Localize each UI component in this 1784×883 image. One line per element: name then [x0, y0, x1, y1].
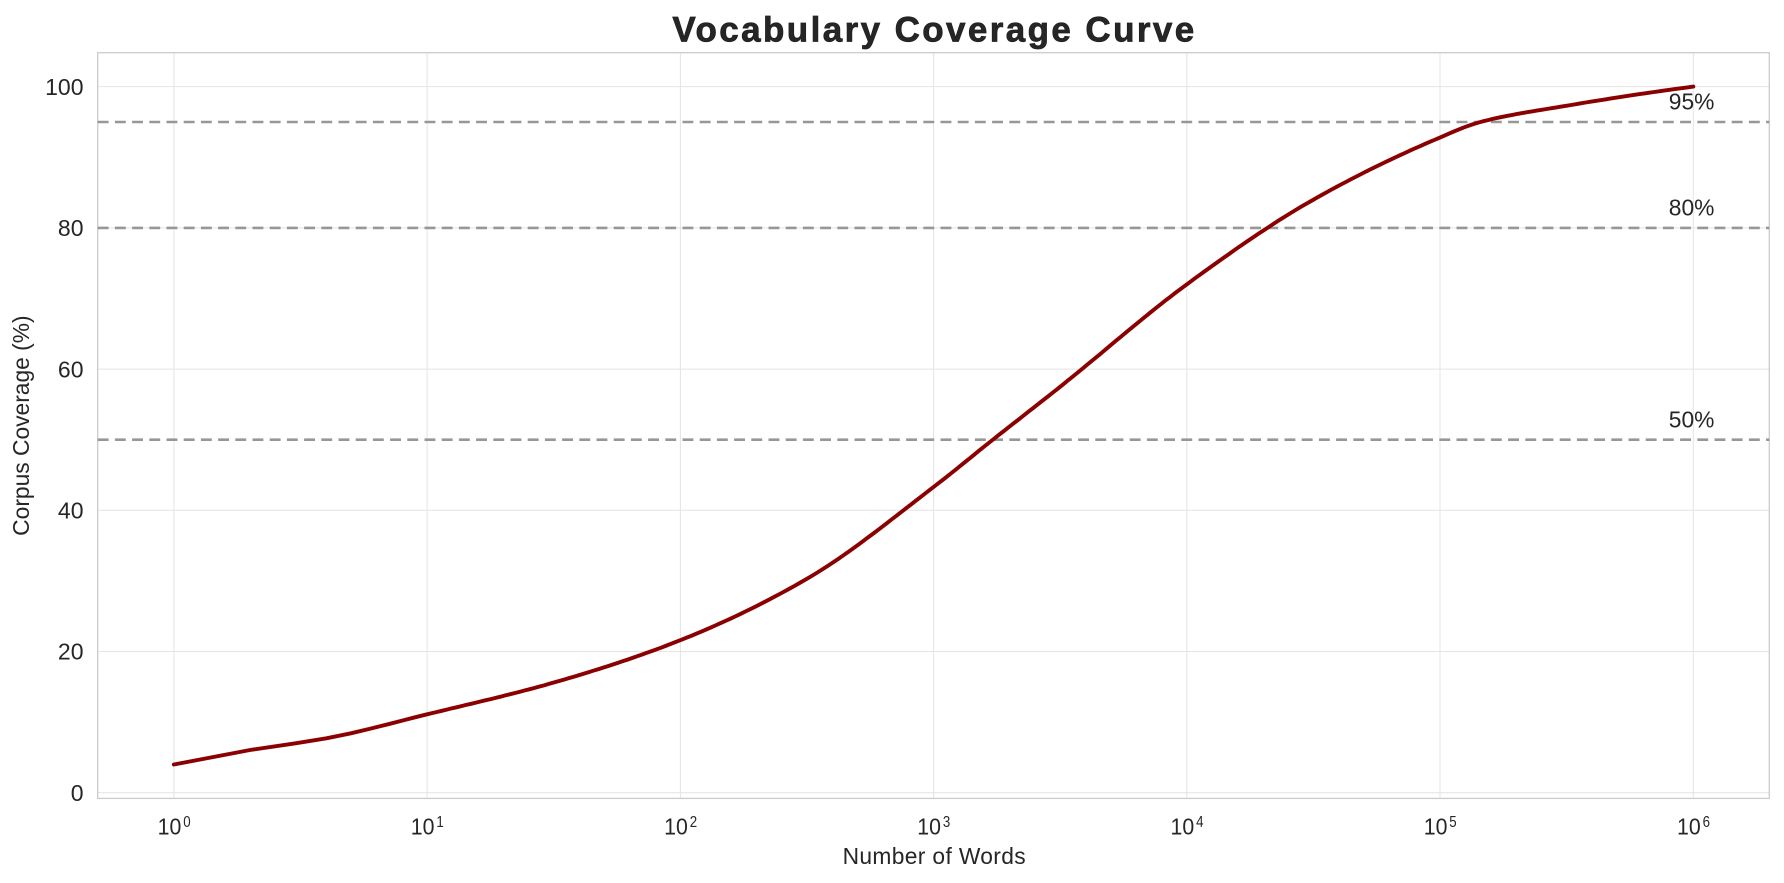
svg-text:60: 60: [58, 356, 84, 382]
svg-text:20: 20: [58, 639, 84, 665]
svg-text:10: 10: [1677, 814, 1701, 840]
svg-text:Corpus Coverage (%): Corpus Coverage (%): [8, 315, 34, 535]
svg-text:Vocabulary Coverage Curve: Vocabulary Coverage Curve: [672, 11, 1196, 50]
svg-text:0: 0: [183, 814, 190, 831]
svg-text:50%: 50%: [1669, 406, 1715, 432]
svg-text:0: 0: [71, 780, 84, 806]
svg-text:80%: 80%: [1669, 195, 1715, 221]
svg-text:95%: 95%: [1669, 89, 1715, 115]
svg-text:3: 3: [943, 814, 950, 831]
svg-text:4: 4: [1196, 814, 1203, 831]
svg-text:1: 1: [436, 814, 443, 831]
svg-text:Number of Words: Number of Words: [843, 843, 1026, 869]
svg-text:10: 10: [1424, 814, 1448, 840]
svg-text:40: 40: [58, 498, 84, 524]
svg-text:10: 10: [664, 814, 688, 840]
svg-text:2: 2: [690, 814, 697, 831]
svg-text:10: 10: [1171, 814, 1195, 840]
svg-text:100: 100: [45, 74, 83, 100]
svg-text:5: 5: [1449, 814, 1456, 831]
svg-text:80: 80: [58, 215, 84, 241]
svg-text:10: 10: [158, 814, 182, 840]
svg-text:10: 10: [917, 814, 941, 840]
svg-text:6: 6: [1703, 814, 1710, 831]
svg-text:10: 10: [411, 814, 435, 840]
